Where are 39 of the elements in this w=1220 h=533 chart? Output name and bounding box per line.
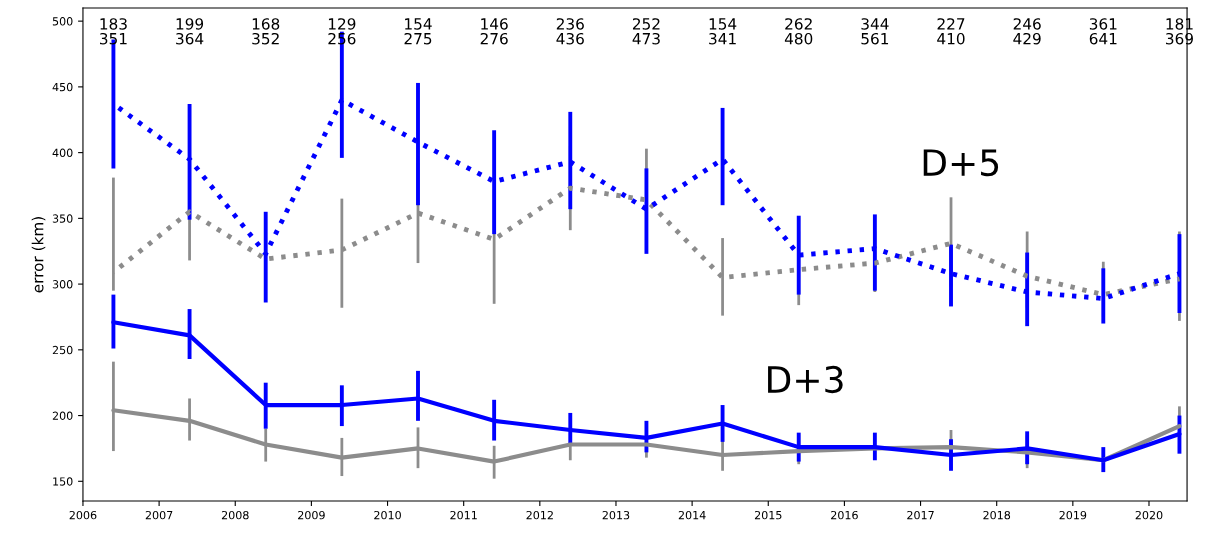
x-tick-label: 2020 <box>1135 510 1163 520</box>
x-tick-label: 2018 <box>983 510 1011 520</box>
annotation: D+3 <box>768 365 843 394</box>
y-tick-label: 250 <box>52 345 73 355</box>
annotation: 227 410 <box>937 18 965 45</box>
annotation: D+5 <box>923 149 999 177</box>
x-tick-label: 2019 <box>1059 510 1087 520</box>
x-tick-label: 2016 <box>831 510 858 520</box>
x-tick-label: 2013 <box>602 510 630 520</box>
annotation: 199 364 <box>176 18 204 45</box>
annotation: 344 561 <box>861 18 889 45</box>
y-axis-title: error (km) <box>31 217 46 293</box>
x-tick-label: 2017 <box>907 510 934 520</box>
annotation: 262 480 <box>784 18 813 45</box>
x-tick-label: 2008 <box>221 510 249 520</box>
x-tick-label: 2014 <box>678 510 706 520</box>
y-tick-label: 400 <box>52 148 73 157</box>
x-tick-label: 2009 <box>298 510 325 520</box>
annotation: 246 429 <box>1013 18 1041 45</box>
annotation: 154 341 <box>709 18 737 45</box>
annotation: 183 351 <box>100 18 127 45</box>
y-tick-label: 300 <box>52 280 73 289</box>
x-tick-label: 2010 <box>374 510 401 520</box>
annotation: 361 641 <box>1089 18 1117 45</box>
x-tick-label: 2011 <box>450 510 477 520</box>
x-tick-label: 2012 <box>526 510 553 520</box>
y-tick-label: 350 <box>52 214 73 223</box>
annotation: 146 276 <box>480 18 508 45</box>
annotation: 154 275 <box>404 18 432 45</box>
annotation: 168 352 <box>252 18 280 45</box>
y-tick-label: 450 <box>52 82 73 92</box>
x-tick-label: 2015 <box>754 510 782 520</box>
annotation: 252 473 <box>632 18 660 45</box>
y-tick-label: 150 <box>53 477 73 486</box>
x-tick-label: 2007 <box>145 510 173 520</box>
y-tick-label: 500 <box>52 17 73 26</box>
annotation: 236 436 <box>556 18 584 45</box>
y-tick-label: 200 <box>52 411 73 420</box>
x-tick-label: 2006 <box>69 510 97 520</box>
